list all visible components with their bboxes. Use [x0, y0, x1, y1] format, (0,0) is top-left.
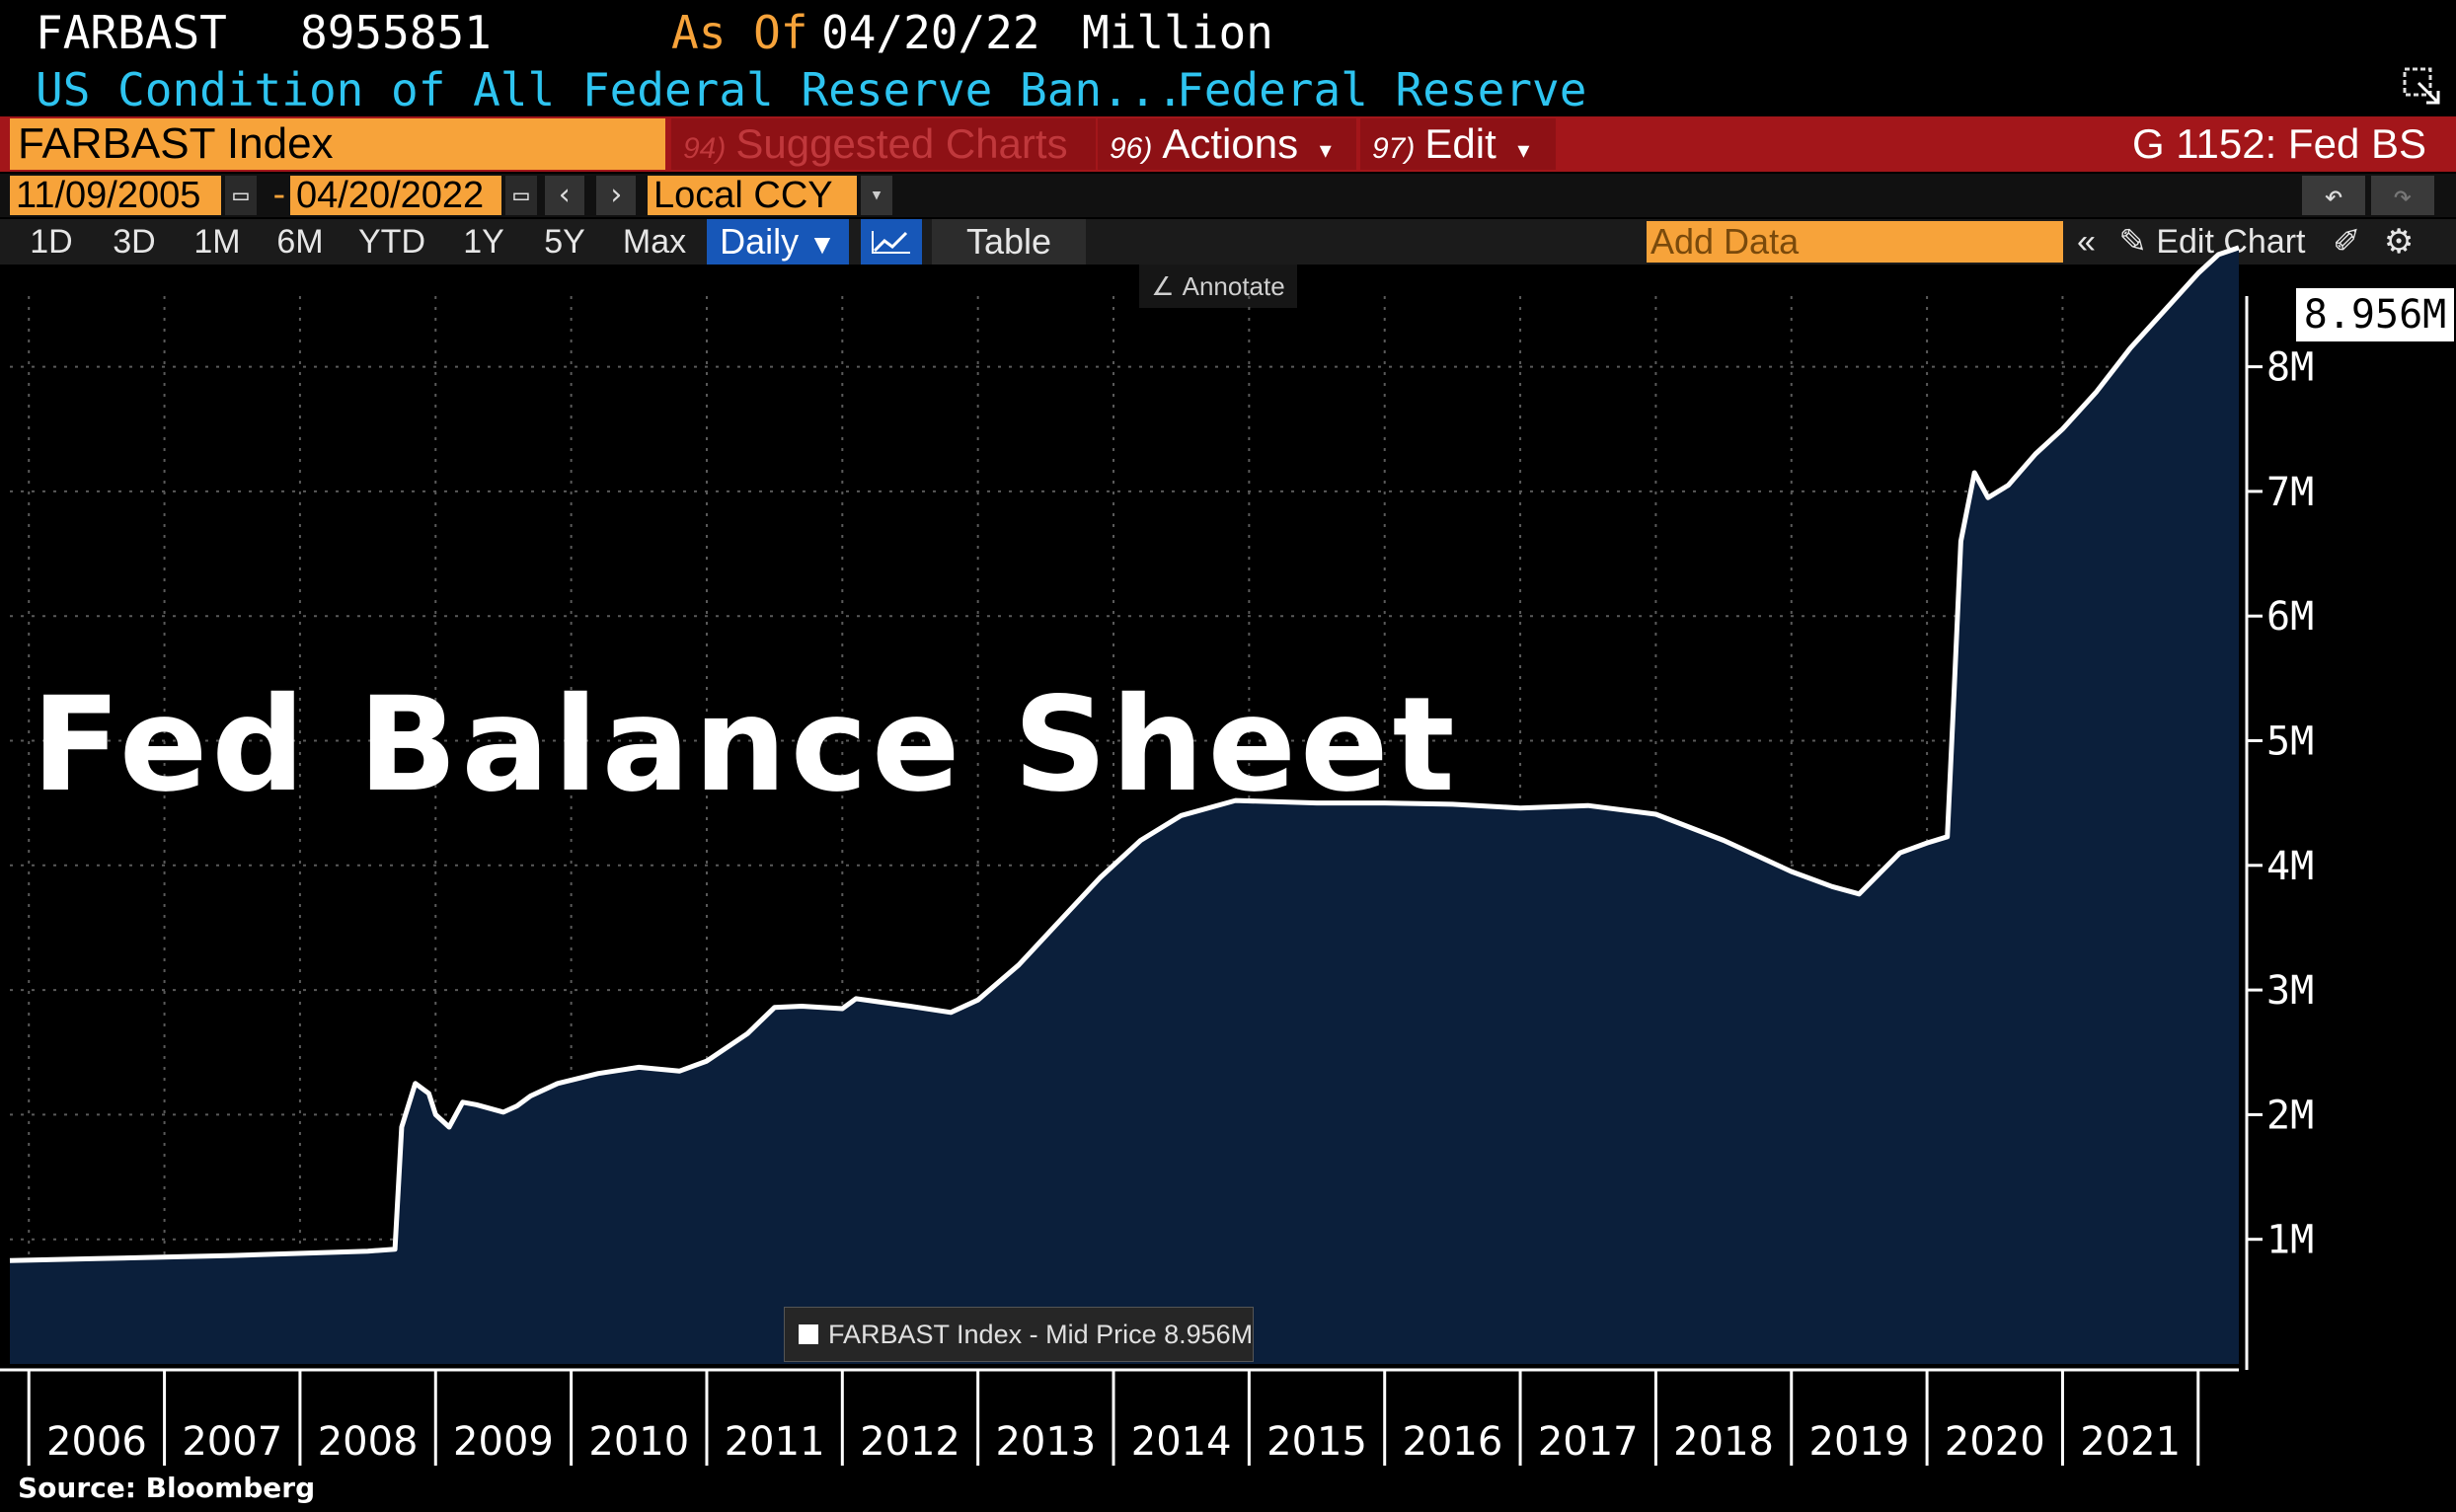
pencil-icon: ∠: [1151, 271, 1175, 301]
description: US Condition of All Federal Reserve Ban.…: [36, 63, 1185, 116]
legend-label: FARBAST Index - Mid Price 8.956M: [828, 1320, 1254, 1349]
date-separator: -: [269, 175, 290, 215]
x-tick-label: 2010: [588, 1419, 689, 1465]
source-note: Source: Bloomberg: [18, 1472, 316, 1504]
x-tick-label: 2015: [1266, 1419, 1367, 1465]
as-of-date: 04/20/22: [821, 6, 1040, 59]
security-field[interactable]: FARBAST Index: [10, 118, 665, 170]
suggested-num: 94): [683, 132, 727, 165]
suggested-charts-button[interactable]: 94) Suggested Charts: [671, 118, 1096, 170]
edit-num: 97): [1372, 132, 1416, 165]
chevron-down-icon[interactable]: ▾: [861, 176, 892, 215]
x-tick-label: 2018: [1673, 1419, 1774, 1465]
chevron-left-icon[interactable]: ‹: [545, 176, 584, 215]
gear-icon[interactable]: ⚙: [2383, 223, 2415, 261]
edit-menu-button[interactable]: 97) Edit ▾: [1360, 118, 1556, 170]
x-tick-label: 2012: [860, 1419, 960, 1465]
range-max[interactable]: Max: [622, 223, 687, 261]
calendar-icon[interactable]: ▭: [225, 176, 257, 215]
x-tick-label: 2007: [182, 1419, 282, 1465]
source-name: Federal Reserve: [1177, 63, 1587, 116]
last-value-tag: 8.956M: [2296, 288, 2454, 341]
ticker: FARBAST: [36, 6, 227, 59]
edit-icon[interactable]: ✐: [2332, 223, 2361, 261]
x-tick-label: 2009: [453, 1419, 554, 1465]
as-of-label: As Of: [671, 6, 808, 59]
series-line: [9, 245, 2240, 1263]
currency-select[interactable]: Local CCY: [648, 176, 857, 215]
y-tick-label: 5M: [2266, 719, 2314, 765]
actions-menu-button[interactable]: 96) Actions ▾: [1098, 118, 1356, 170]
range-1y[interactable]: 1Y: [463, 223, 504, 261]
range-1d[interactable]: 1D: [30, 223, 73, 261]
chart-legend[interactable]: FARBAST Index - Mid Price 8.956M: [784, 1307, 1254, 1362]
actions-label: Actions: [1162, 120, 1299, 167]
x-tick-label: 2017: [1538, 1419, 1639, 1465]
function-label: G 1152: Fed BS: [2131, 120, 2426, 167]
y-tick-label: 1M: [2266, 1218, 2314, 1263]
undo-icon[interactable]: ↶: [2302, 176, 2365, 215]
header-line-1: FARBAST 8955851 As Of 04/20/22 Million: [36, 4, 1273, 61]
chart-axes: 1M 2M 3M 4M 5M 6M 7M 8M 2006 2007 2008 2009 2010 2011…: [0, 296, 2314, 1466]
end-date-input[interactable]: 04/20/2022: [290, 176, 501, 215]
start-date-input[interactable]: 11/09/2005: [10, 176, 221, 215]
chart-title: Fed Balance Sheet: [32, 669, 1459, 821]
x-tick-label: 2020: [1945, 1419, 2045, 1465]
range-6m[interactable]: 6M: [276, 223, 324, 261]
triangle-down-icon: ▼: [808, 229, 836, 260]
x-tick-label: 2021: [2080, 1419, 2181, 1465]
chevron-down-icon: ▾: [1517, 137, 1530, 164]
y-tick-label: 2M: [2266, 1093, 2314, 1138]
annotate-button[interactable]: ∠ Annotate: [1139, 265, 1297, 308]
x-tick-label: 2006: [46, 1419, 147, 1465]
range-3d[interactable]: 3D: [113, 223, 156, 261]
actions-num: 96): [1110, 132, 1153, 165]
pencil-icon: ✎: [2118, 223, 2147, 261]
y-tick-label: 7M: [2266, 470, 2314, 515]
suggested-label: Suggested Charts: [735, 120, 1068, 167]
popout-icon[interactable]: [2401, 65, 2444, 109]
x-tick-label: 2019: [1809, 1419, 1910, 1465]
y-tick-label: 4M: [2266, 844, 2314, 889]
series-area: [10, 247, 2239, 1364]
y-tick-label: 6M: [2266, 594, 2314, 640]
frequency-select[interactable]: Daily ▼: [707, 219, 849, 265]
edit-label: Edit: [1424, 120, 1497, 167]
chevron-down-icon: ▾: [1319, 137, 1332, 164]
add-data-input[interactable]: Add Data: [1647, 221, 2063, 263]
calendar-icon[interactable]: ▭: [505, 176, 537, 215]
y-tick-label: 3M: [2266, 968, 2314, 1014]
annotate-label: Annotate: [1182, 271, 1285, 301]
range-1m[interactable]: 1M: [193, 223, 241, 261]
x-tick-label: 2013: [995, 1419, 1096, 1465]
range-ytd[interactable]: YTD: [358, 223, 425, 261]
collapse-icon[interactable]: «: [2077, 223, 2096, 261]
x-tick-label: 2014: [1131, 1419, 1232, 1465]
range-5y[interactable]: 5Y: [544, 223, 585, 261]
legend-swatch: [799, 1323, 818, 1344]
last-value: 8955851: [300, 6, 492, 59]
x-tick-label: 2016: [1402, 1419, 1502, 1465]
x-tick-label: 2008: [318, 1419, 419, 1465]
redo-icon[interactable]: ↷: [2371, 176, 2434, 215]
frequency-label: Daily: [720, 221, 800, 262]
line-chart-icon[interactable]: [861, 219, 922, 265]
units: Million: [1082, 6, 1273, 59]
chevron-right-icon[interactable]: ›: [596, 176, 636, 215]
header-line-2: US Condition of All Federal Reserve Ban.…: [36, 61, 1586, 118]
table-button[interactable]: Table: [932, 219, 1086, 265]
y-tick-label: 8M: [2266, 345, 2314, 391]
x-tick-label: 2011: [725, 1419, 825, 1465]
